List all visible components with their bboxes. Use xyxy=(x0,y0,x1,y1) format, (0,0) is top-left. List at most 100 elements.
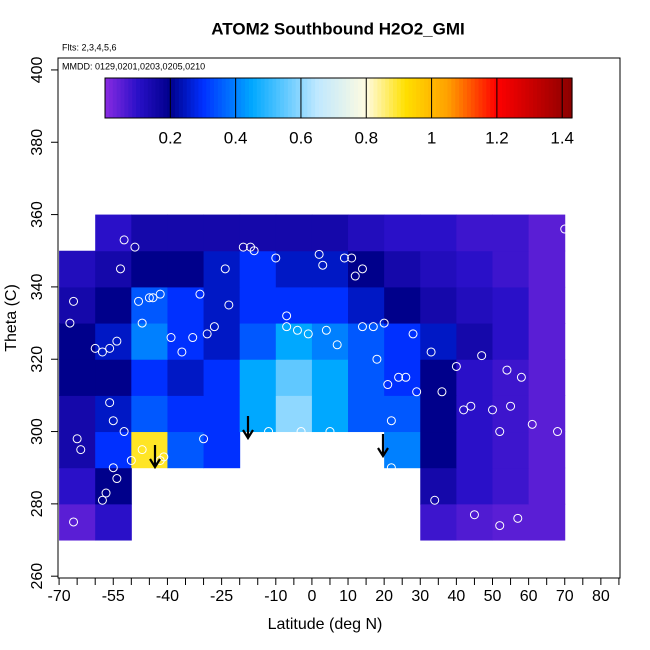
point xyxy=(372,354,382,364)
heat-cell xyxy=(59,359,96,396)
point xyxy=(105,398,115,408)
heat-cell xyxy=(167,431,205,469)
x-tick-label: 40 xyxy=(447,588,465,605)
point xyxy=(108,463,118,473)
point xyxy=(408,329,418,339)
point xyxy=(108,416,118,426)
colorbar-swatch xyxy=(206,78,211,118)
colorbar-swatch xyxy=(155,78,161,118)
point xyxy=(202,329,212,339)
heat-cell xyxy=(420,214,457,252)
chart-title: ATOM2 Southbound H2O2_GMI xyxy=(211,19,464,38)
colorbar-swatch xyxy=(346,78,351,118)
colorbar-swatch xyxy=(225,78,231,118)
colorbar-swatch xyxy=(381,78,386,118)
x-tick-label: -55 xyxy=(102,588,125,605)
point xyxy=(224,300,234,310)
colorbar-swatch xyxy=(241,78,246,118)
colorbar-swatch xyxy=(420,78,425,118)
heat-cell xyxy=(456,250,494,288)
y-tick-label: 340 xyxy=(29,273,46,300)
colorbar-swatch xyxy=(540,78,546,118)
colorbar-swatch xyxy=(564,78,569,118)
point xyxy=(516,372,526,382)
point xyxy=(130,242,140,252)
heat-cell xyxy=(348,359,385,396)
colorbar-swatch xyxy=(167,78,172,118)
colorbar-swatch xyxy=(105,78,110,118)
colorbar-swatch xyxy=(369,78,375,118)
colorbar-swatch xyxy=(498,78,503,118)
colorbar-swatch xyxy=(315,78,320,118)
colorbar-swatch xyxy=(482,78,487,118)
point xyxy=(477,351,487,361)
point xyxy=(249,246,259,256)
point xyxy=(126,455,136,465)
point xyxy=(90,343,100,353)
colorbar-swatch xyxy=(252,78,258,118)
colorbar-swatch xyxy=(108,78,114,118)
heat-cell xyxy=(275,214,313,252)
point xyxy=(553,427,563,437)
colorbar-swatch xyxy=(260,78,266,118)
point xyxy=(282,311,292,321)
point xyxy=(209,322,219,332)
heat-cell xyxy=(456,286,494,324)
heat-cell xyxy=(348,323,385,360)
colorbar-swatch xyxy=(202,78,207,118)
heat-cell xyxy=(239,395,277,433)
point xyxy=(271,253,281,263)
heat-cell xyxy=(275,286,313,324)
colorbar-swatch xyxy=(416,78,421,118)
heat-cell xyxy=(384,250,421,288)
point xyxy=(401,372,411,382)
point xyxy=(459,405,469,415)
point xyxy=(502,365,512,375)
colorbar-swatch xyxy=(354,78,359,118)
heat-cell xyxy=(167,359,205,396)
x-tick-label: 20 xyxy=(375,588,393,605)
point xyxy=(195,289,205,299)
x-tick-label: 10 xyxy=(339,588,357,605)
point xyxy=(159,452,169,462)
heat-cell xyxy=(528,323,566,360)
colorbar-swatch xyxy=(466,78,472,118)
heat-cell xyxy=(203,431,241,469)
heat-cell xyxy=(456,214,494,252)
point xyxy=(292,325,302,335)
colorbar-swatch xyxy=(509,78,515,118)
point xyxy=(65,318,75,328)
heat-cell xyxy=(420,286,457,324)
point xyxy=(220,264,230,274)
colorbar-swatch xyxy=(120,78,126,118)
colorbar-swatch xyxy=(299,78,305,118)
heat-cell xyxy=(239,359,277,396)
heat-cell xyxy=(492,214,530,252)
heat-cell xyxy=(311,395,349,433)
heat-cell xyxy=(95,214,132,252)
plot-frame xyxy=(57,57,621,579)
x-tick-label: -40 xyxy=(156,588,179,605)
heat-cell xyxy=(95,359,132,396)
heatmap xyxy=(59,214,566,541)
colorbar-swatch xyxy=(132,78,137,118)
heat-cell xyxy=(203,250,241,288)
colorbar-swatch xyxy=(248,78,254,118)
point xyxy=(119,427,129,437)
heat-cell xyxy=(59,286,96,324)
point xyxy=(134,296,144,306)
colorbar-swatch xyxy=(140,78,145,118)
colorbar-swatch xyxy=(190,78,196,118)
point xyxy=(188,333,198,343)
heat-cell xyxy=(348,286,385,324)
colorbar-swatch xyxy=(256,78,262,118)
x-tick-label: 60 xyxy=(520,588,538,605)
heat-cell xyxy=(239,286,277,324)
colorbar-swatch xyxy=(229,78,235,118)
colorbar-swatch xyxy=(412,78,417,118)
colorbar-swatch xyxy=(459,78,464,118)
heat-cell xyxy=(131,431,168,469)
arrow xyxy=(242,416,254,441)
observation-points xyxy=(65,224,570,531)
colorbar-swatch xyxy=(175,78,180,118)
